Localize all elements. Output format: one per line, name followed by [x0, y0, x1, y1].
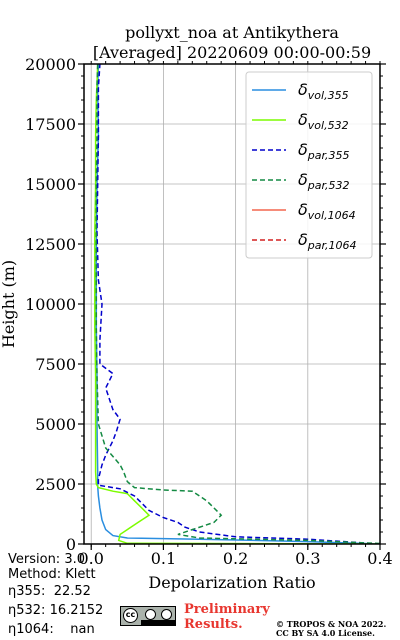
legend-label-sub: vol,355 — [308, 89, 349, 102]
eta532-text: η532: 16.2152 — [8, 603, 104, 618]
y-tick-label: 0 — [66, 535, 76, 554]
legend-label-main: δ — [298, 140, 308, 159]
y-tick-label: 15000 — [25, 175, 76, 194]
series-line-par-532 — [95, 64, 380, 544]
license-line-2: CC BY SA 4.0 License. — [276, 628, 375, 638]
chart-title: pollyxt_noa at Antikythera — [125, 23, 339, 42]
y-tick-label: 20000 — [25, 55, 76, 74]
cc-icon: cc — [123, 608, 138, 623]
legend-label-main: δ — [298, 200, 308, 219]
preliminary-line-2: Results. — [184, 617, 243, 632]
legend-label-main: δ — [298, 110, 308, 129]
y-tick-label: 5000 — [35, 415, 76, 434]
x-axis-label: Depolarization Ratio — [148, 573, 315, 592]
eta355-text: η355: 22.52 — [8, 584, 91, 599]
series-group — [94, 64, 380, 544]
x-tick-label: 0.3 — [295, 549, 320, 568]
legend-label: δpar,1064 — [298, 230, 357, 252]
y-tick-label: 7500 — [35, 355, 76, 374]
x-tick-label: 0.0 — [78, 549, 103, 568]
series-layer — [94, 64, 380, 544]
legend-label-sub: par,532 — [307, 179, 350, 192]
legend-label-sub: par,1064 — [307, 239, 357, 252]
method-text: Method: Klett — [8, 567, 96, 582]
y-tick-label: 12500 — [25, 235, 76, 254]
legend-label-main: δ — [298, 80, 308, 99]
legend-label: δpar,532 — [298, 170, 350, 192]
legend-label-main: δ — [298, 170, 308, 189]
eta1064-text: η1064: nan — [8, 622, 95, 637]
legend-label-sub: par,355 — [307, 149, 350, 162]
legend: δvol,355δvol,532δpar,355δpar,532δvol,106… — [245, 71, 373, 259]
legend-label-main: δ — [298, 230, 308, 249]
ticks: 0.0 0.1 0.2 0.3 0.4 0 2500 5000 7500 10000 12500 15… — [25, 55, 393, 568]
by-icon — [145, 609, 156, 620]
license-text: © TROPOS & NOA 2022. CC BY SA 4.0 Licens… — [276, 620, 386, 638]
preliminary-results-text: Preliminary Results. — [184, 602, 270, 632]
license-line-1: © TROPOS & NOA 2022. — [276, 619, 387, 629]
cc-license-badge-icon: cc — [120, 606, 176, 626]
legend-label-sub: vol,1064 — [308, 209, 356, 222]
y-tick-label: 17500 — [25, 115, 76, 134]
x-tick-label: 0.2 — [223, 549, 248, 568]
chart-subtitle: [Averaged] 20220609 00:00-00:59 — [93, 43, 371, 62]
series-line-vol-532 — [94, 64, 380, 544]
y-tick-label: 2500 — [35, 475, 76, 494]
x-tick-label: 0.1 — [151, 549, 176, 568]
legend-label: δvol,1064 — [298, 200, 356, 222]
x-tick-label: 0.4 — [367, 549, 392, 568]
badge-strip — [141, 620, 175, 625]
legend-box — [245, 71, 373, 259]
preliminary-line-1: Preliminary — [184, 602, 270, 617]
y-axis-label: Height (m) — [0, 260, 18, 348]
legend-label: δpar,355 — [298, 140, 350, 162]
y-tick-label: 10000 — [25, 295, 76, 314]
version-text: Version: 3.0 — [8, 552, 85, 567]
legend-label: δvol,355 — [298, 80, 349, 102]
series-line-par-355 — [96, 64, 380, 544]
sa-icon — [161, 609, 172, 620]
legend-label: δvol,532 — [298, 110, 349, 132]
legend-label-sub: vol,532 — [308, 119, 349, 132]
